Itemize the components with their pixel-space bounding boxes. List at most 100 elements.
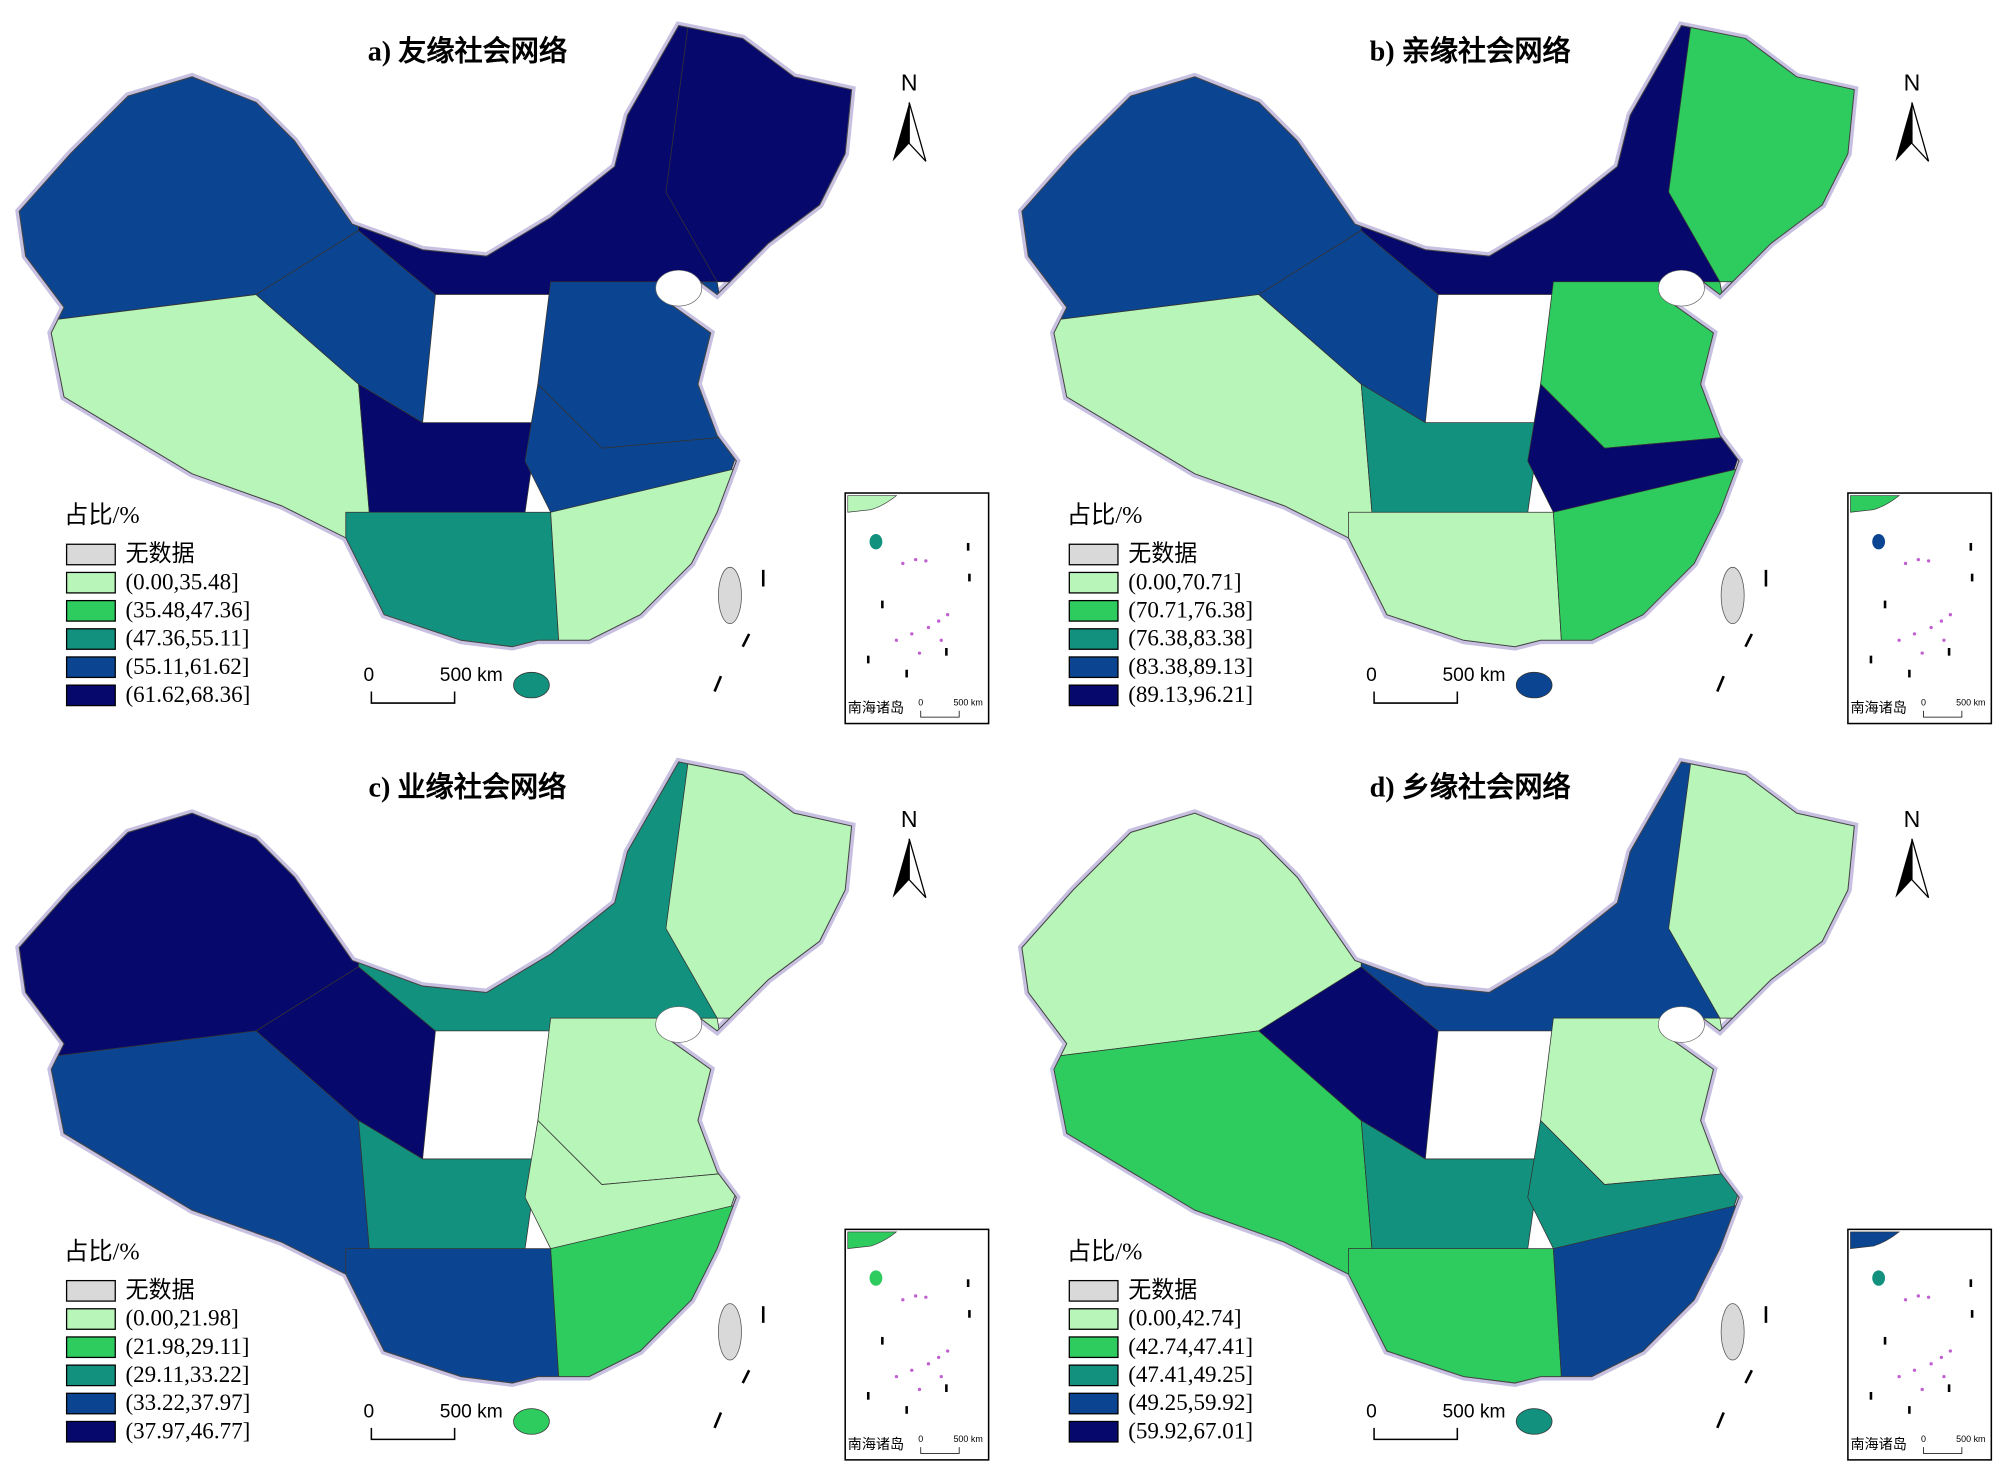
inset-island: [1920, 1387, 1924, 1392]
legend-label: 无数据: [1128, 1276, 1197, 1302]
scale-bar: [370, 691, 456, 704]
taiwan: [1720, 566, 1745, 625]
scale-label: 500 km: [440, 1402, 503, 1423]
taiwan: [718, 566, 742, 625]
inset-island: [924, 559, 928, 563]
province-region: [665, 25, 852, 283]
inset-island: [926, 625, 931, 630]
legend-label: (0.00,21.98]: [125, 1305, 238, 1331]
inset-scale-label: 500 km: [1956, 697, 1985, 707]
legend-label: (29.11,33.22]: [125, 1361, 249, 1387]
legend-swatch: [65, 1279, 116, 1302]
legend-label: (37.97,46.77]: [125, 1417, 250, 1443]
scale-bar: [1373, 1427, 1459, 1441]
legend-title: 占比/%: [1067, 1238, 1143, 1265]
scale-label: 500 km: [1443, 1402, 1506, 1423]
map-panel: d) 乡缘社会网络 N 0 500 km 占比/% 无数据 (0.00,42.74](42.…: [1017, 757, 1993, 1461]
scale-zero: 0: [1366, 1402, 1377, 1423]
island-mark: [1744, 1369, 1754, 1384]
legend-swatch: [65, 684, 116, 707]
province-region: [1668, 761, 1855, 1019]
inset-island: [1912, 632, 1917, 636]
legend-title: 占比/%: [64, 502, 140, 529]
inset-island: [1912, 1368, 1917, 1372]
north-label: N: [901, 806, 918, 832]
inset-scale-zero: 0: [918, 697, 923, 707]
inset-island: [1926, 559, 1931, 563]
legend-label: (0.00,42.74]: [1128, 1305, 1241, 1331]
inset-island: [1916, 557, 1921, 562]
inset-island: [945, 613, 950, 617]
inset-island: [901, 1298, 905, 1302]
north-label: N: [901, 70, 918, 96]
legend-label: (70.71,76.38]: [1128, 596, 1253, 622]
inset-island: [913, 557, 918, 562]
island-mark: [741, 633, 751, 648]
inset-island: [939, 638, 943, 642]
inset-scale-label: 500 km: [1956, 1434, 1985, 1444]
legend-swatch: [1068, 571, 1119, 594]
legend-label: (47.36,55.11]: [125, 625, 249, 651]
inset-island: [913, 1294, 918, 1298]
legend-swatch: [1068, 628, 1119, 650]
inset-island: [910, 1368, 914, 1372]
province-region: [255, 966, 436, 1160]
inset-island: [894, 638, 899, 642]
legend-swatch: [65, 599, 116, 622]
inset-island: [1926, 1295, 1931, 1299]
inset-island: [1939, 619, 1944, 623]
inset-label: 南海诸岛: [1850, 701, 1906, 717]
inset-scale-zero: 0: [1921, 697, 1926, 707]
legend-label: (83.38,89.13]: [1128, 653, 1253, 679]
province-region: [1668, 25, 1855, 283]
legend-swatch: [1068, 599, 1119, 622]
panel-title: c) 业缘社会网络: [368, 771, 566, 804]
inset-island: [1948, 1349, 1953, 1353]
legend-swatch: [1068, 1392, 1119, 1415]
scale-label: 500 km: [440, 665, 503, 686]
inset-island: [910, 632, 914, 636]
legend-label: (42.74,47.41]: [1128, 1333, 1253, 1359]
inset-island: [1929, 625, 1933, 630]
legend-swatch: [1068, 543, 1119, 566]
scale-zero: 0: [363, 1402, 374, 1423]
inset-hainan: [869, 1270, 883, 1286]
province-region: [1258, 966, 1439, 1160]
panel-title: a) 友缘社会网络: [368, 34, 567, 67]
legend-label: (0.00,70.71]: [1128, 568, 1241, 594]
legend-swatch: [65, 543, 116, 566]
north-label: N: [1904, 70, 1921, 96]
province-region: [1348, 511, 1567, 647]
inset-island: [1916, 1294, 1921, 1298]
legend-swatch: [65, 1392, 116, 1415]
map-panel: a) 友缘社会网络 N 0 500 km 占比/% 无数据(0.00,35.48](35.…: [15, 21, 990, 725]
inset-coast: [1850, 495, 1901, 513]
inset-label: 南海诸岛: [848, 1437, 904, 1453]
inset-island: [1948, 613, 1953, 617]
inset-island: [1897, 638, 1901, 642]
province-region: [665, 761, 852, 1019]
legend-swatch: [1068, 1279, 1119, 1302]
panel-title: b) 亲缘社会网络: [1370, 34, 1571, 67]
legend-swatch: [1068, 1308, 1119, 1330]
inset-frame: [1847, 492, 1993, 725]
inset-island: [926, 1362, 931, 1366]
scale-zero: 0: [363, 665, 374, 686]
inset-island: [937, 1355, 941, 1360]
bohai-sea: [655, 269, 703, 307]
inset-island: [1903, 1298, 1908, 1302]
inset-scale-bar: [1923, 710, 1963, 718]
inset-island: [1920, 651, 1924, 655]
legend-swatch: [65, 656, 116, 679]
inset-island: [937, 619, 941, 623]
legend-label: (76.38,83.38]: [1128, 625, 1253, 651]
province-region: [345, 511, 564, 647]
legend-swatch: [1068, 1336, 1119, 1359]
north-arrow-right: [1911, 102, 1930, 162]
legend-swatch: [1068, 1364, 1119, 1387]
legend-label: (59.92,67.01]: [1128, 1417, 1253, 1443]
island-mark: [713, 1412, 723, 1429]
legend-label: (89.13,96.21]: [1128, 681, 1253, 707]
legend-label: (33.22,37.97]: [125, 1389, 250, 1415]
